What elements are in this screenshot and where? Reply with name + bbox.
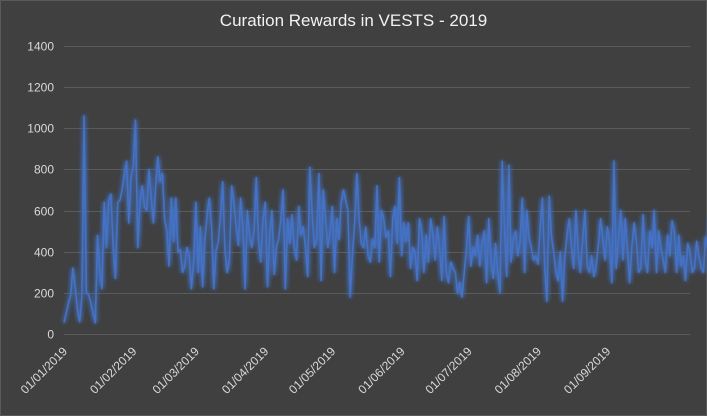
- x-tick-label: 01/06/2019: [355, 344, 408, 397]
- y-tick-label: 1400: [27, 40, 54, 54]
- x-tick-label: 01/02/2019: [87, 344, 140, 397]
- y-tick-label: 800: [34, 163, 54, 177]
- y-tick-label: 1000: [27, 122, 54, 136]
- y-tick-label: 1200: [27, 81, 54, 95]
- y-tick-label: 400: [34, 246, 54, 260]
- y-tick-label: 0: [47, 328, 54, 342]
- x-tick-label: 01/03/2019: [150, 344, 203, 397]
- y-tick-label: 600: [34, 205, 54, 219]
- x-tick-label: 01/04/2019: [219, 344, 272, 397]
- chart-title: Curation Rewards in VESTS - 2019: [219, 11, 488, 30]
- x-tick-label: 01/05/2019: [286, 344, 339, 397]
- x-tick-label: 01/07/2019: [422, 344, 475, 397]
- y-tick-label: 200: [34, 287, 54, 301]
- x-tick-label: 01/08/2019: [492, 344, 545, 397]
- x-tick-label: 01/09/2019: [561, 344, 614, 397]
- x-tick-label: 01/01/2019: [18, 344, 71, 397]
- series-line: [63, 115, 707, 324]
